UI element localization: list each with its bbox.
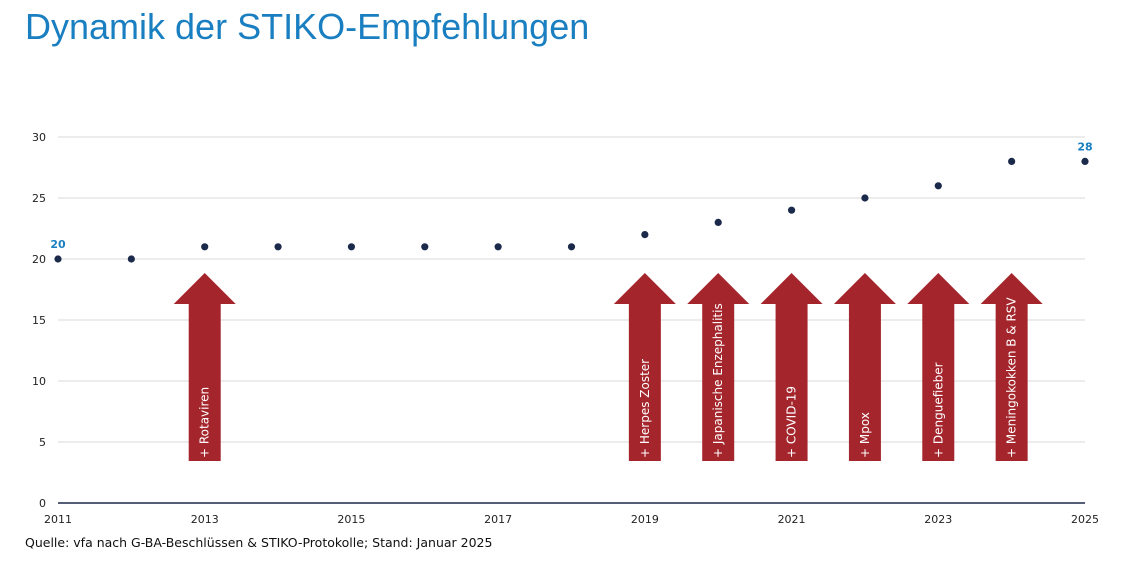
data-point [494, 243, 502, 251]
y-tick-label: 30 [32, 131, 46, 144]
y-tick-label: 15 [32, 314, 46, 327]
data-point [1008, 157, 1016, 165]
source-note: Quelle: vfa nach G-BA-Beschlüssen & STIK… [25, 535, 493, 550]
data-points [54, 157, 1089, 263]
data-point [421, 243, 429, 251]
annotation-arrow: + Herpes Zoster [613, 273, 676, 461]
x-tick-label: 2013 [191, 513, 219, 526]
data-point [641, 231, 649, 239]
annotation-arrow: + Japanische Enzephalitis [687, 273, 750, 461]
annotation-arrow: + COVID-19 [760, 273, 823, 461]
chart-title: Dynamik der STIKO-Empfehlungen [25, 6, 590, 47]
data-point [714, 218, 722, 226]
data-point [787, 206, 796, 214]
annotation-label: + Denguefieber [931, 362, 945, 458]
x-tick-label: 2023 [924, 513, 952, 526]
arrow-shape [687, 273, 750, 461]
x-tick-label: 2021 [778, 513, 806, 526]
data-point [127, 255, 135, 263]
y-tick-label: 20 [32, 253, 46, 266]
x-tick-label: 2015 [337, 513, 365, 526]
y-tick-label: 0 [39, 497, 46, 510]
x-tick-label: 2011 [44, 513, 72, 526]
grid-lines [58, 136, 1085, 443]
annotation-label: + COVID-19 [785, 386, 799, 458]
annotation-arrows: + Rotaviren + Herpes Zoster + Japanische E… [173, 273, 1043, 461]
annotation-label: + Japanische Enzephalitis [711, 303, 725, 458]
data-point [201, 243, 209, 251]
arrow-shape [173, 273, 236, 461]
data-label: 20 [50, 238, 66, 251]
arrow-shape [760, 273, 823, 461]
data-point [861, 194, 869, 202]
data-point [934, 182, 942, 190]
annotation-arrow: + Rotaviren [173, 273, 236, 461]
y-tick-label: 10 [32, 375, 46, 388]
arrow-shape [980, 273, 1043, 461]
annotation-label: + Meningokokken B & RSV [1005, 297, 1019, 458]
data-label: 28 [1077, 140, 1092, 153]
arrow-shape [907, 273, 970, 461]
data-point [567, 243, 576, 251]
annotation-arrow: + Denguefieber [907, 273, 970, 461]
data-point [1081, 157, 1089, 165]
annotation-label: + Rotaviren [198, 387, 212, 458]
data-point [274, 243, 282, 251]
annotation-label: + Mpox [858, 412, 872, 458]
annotation-arrow: + Mpox [833, 273, 896, 461]
annotation-arrow: + Meningokokken B & RSV [980, 273, 1043, 461]
x-tick-label: 2025 [1071, 513, 1099, 526]
x-tick-label: 2019 [631, 513, 659, 526]
x-tick-label: 2017 [484, 513, 512, 526]
data-point [347, 243, 356, 251]
arrow-shape [833, 273, 896, 461]
y-tick-label: 5 [39, 436, 46, 449]
y-tick-label: 25 [32, 192, 46, 205]
arrow-shape [613, 273, 676, 461]
annotation-label: + Herpes Zoster [638, 359, 652, 458]
data-point [54, 255, 62, 263]
